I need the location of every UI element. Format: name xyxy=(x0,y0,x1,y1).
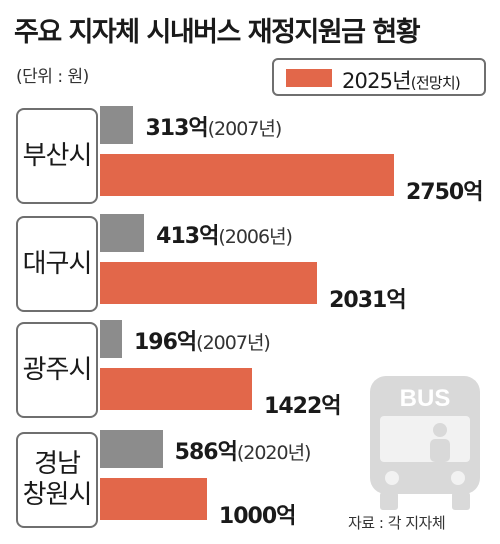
category-label: 대구시 xyxy=(16,216,98,312)
value-label-year: (2007년) xyxy=(207,118,283,140)
bar-2025-forecast xyxy=(100,262,318,304)
category-label: 경남 창원시 xyxy=(16,432,98,528)
legend: 2025년(전망치) xyxy=(272,58,486,96)
value-label-year: (2007년) xyxy=(196,332,271,354)
bus-icon: BUS xyxy=(370,376,480,510)
value-label-base-year: 196억(2007년) xyxy=(134,324,271,356)
value-label-base-year: 313억(2007년) xyxy=(145,110,283,142)
value-label-2025: 2750억 xyxy=(406,174,483,206)
bar-2025-forecast xyxy=(100,154,394,196)
value-label-2025: 2031억 xyxy=(329,282,406,314)
value-label-2025-number: 2031억 xyxy=(329,288,406,313)
category-label: 부산시 xyxy=(16,108,98,204)
value-label-2025: 1000억 xyxy=(218,498,296,530)
bar-base-year xyxy=(100,430,163,468)
legend-label: 2025년(전망치) xyxy=(342,65,461,95)
value-label-2025-number: 1422억 xyxy=(264,394,341,419)
value-label-base-number: 586억 xyxy=(174,440,238,465)
value-label-base-number: 313억 xyxy=(145,116,208,141)
bus-icon-text: BUS xyxy=(400,385,451,412)
value-label-2025-number: 2750억 xyxy=(406,180,483,205)
value-label-base-year: 413억(2006년) xyxy=(156,218,293,250)
legend-series-note: (전망치) xyxy=(410,74,461,92)
category-label-text: 대구시 xyxy=(22,248,93,279)
source-label: 자료 : 각 지자체 xyxy=(348,514,446,532)
value-label-year: (2020년) xyxy=(236,442,312,464)
bar-2025-forecast xyxy=(100,368,253,410)
value-label-base-number: 413억 xyxy=(156,224,219,249)
bar-base-year xyxy=(100,214,145,252)
category-label-text: 경남 창원시 xyxy=(22,449,93,510)
category-label-text: 부산시 xyxy=(22,140,93,171)
category-label-text: 광주시 xyxy=(22,354,93,385)
value-label-year: (2006년) xyxy=(218,226,293,248)
value-label-2025-number: 1000억 xyxy=(218,504,296,529)
bar-base-year xyxy=(100,320,122,358)
legend-swatch-2025 xyxy=(286,69,332,87)
value-label-base-number: 196억 xyxy=(134,330,197,355)
category-label: 광주시 xyxy=(16,322,98,418)
value-label-2025: 1422억 xyxy=(264,388,341,420)
bar-base-year xyxy=(100,106,134,144)
legend-series-label: 2025년 xyxy=(342,69,412,93)
unit-label: (단위 : 원) xyxy=(16,67,89,87)
value-label-base-year: 586억(2020년) xyxy=(174,434,312,466)
bar-2025-forecast xyxy=(100,478,207,520)
chart-title: 주요 지자체 시내버스 재정지원금 현황 xyxy=(14,17,421,48)
